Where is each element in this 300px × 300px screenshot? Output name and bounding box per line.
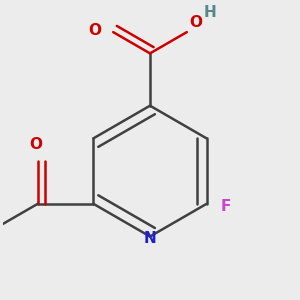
Text: O: O (189, 14, 203, 29)
Text: H: H (203, 5, 216, 20)
Text: O: O (89, 23, 102, 38)
Text: N: N (144, 231, 156, 246)
Text: O: O (30, 137, 43, 152)
Text: F: F (220, 199, 231, 214)
